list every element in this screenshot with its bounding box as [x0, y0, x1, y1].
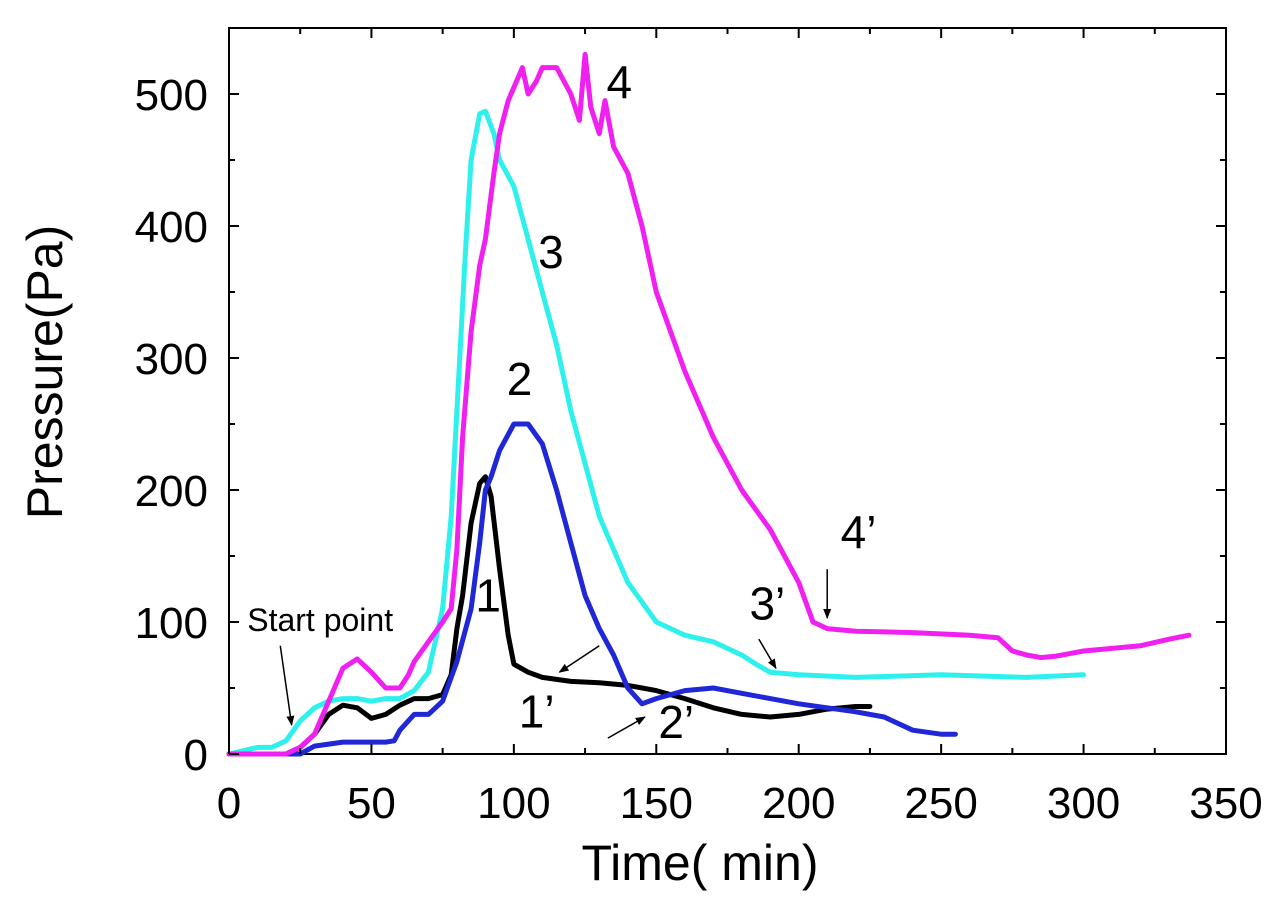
series-line-1: [226, 474, 873, 757]
curve-label: 3’: [749, 577, 785, 629]
curve-label: 1’: [519, 686, 555, 738]
x-axis-label: Time( min): [581, 835, 818, 891]
series-line-3: [226, 108, 1087, 757]
y-axis-ticks: 0 100 200 300 400 500: [135, 27, 1226, 780]
annotation-arrow: [607, 716, 646, 739]
y-tick-label: 300: [135, 335, 208, 384]
x-tick-label: 50: [347, 779, 396, 828]
annotation-arrow: [279, 645, 295, 726]
series-layer: [226, 51, 1192, 757]
x-tick-label: 0: [217, 779, 241, 828]
x-tick-label: 150: [620, 779, 693, 828]
annotation-arrow: [758, 638, 777, 670]
curve-label: 4’: [841, 506, 877, 558]
x-tick-label: 300: [1047, 779, 1120, 828]
annotation-arrow: [558, 645, 600, 673]
annotation-layer: 1 2 3 4 1’ 2’ 3’ 4’ Start point: [247, 56, 876, 748]
y-axis-label: Pressure(Pa): [17, 225, 73, 520]
plot-frame: [228, 27, 1227, 755]
curve-label: 2’: [658, 696, 694, 748]
curve-label: 2: [507, 353, 533, 405]
series-line-2: [226, 421, 958, 757]
x-tick-label: 250: [904, 779, 977, 828]
x-tick-label: 350: [1189, 779, 1262, 828]
y-tick-label: 400: [135, 203, 208, 252]
start-point-label: Start point: [247, 602, 393, 638]
curve-label: 1: [475, 569, 501, 621]
y-tick-label: 100: [135, 599, 208, 648]
curve-label: 4: [606, 56, 632, 108]
y-tick-label: 500: [135, 71, 208, 120]
y-tick-label: 200: [135, 467, 208, 516]
curve-label: 3: [538, 226, 564, 278]
y-tick-label: 0: [184, 731, 208, 780]
series-line-4: [226, 51, 1192, 757]
x-tick-label: 100: [477, 779, 550, 828]
x-tick-label: 200: [762, 779, 835, 828]
x-axis-ticks: 0 50 100 150 200 250 300 350: [217, 28, 1263, 828]
